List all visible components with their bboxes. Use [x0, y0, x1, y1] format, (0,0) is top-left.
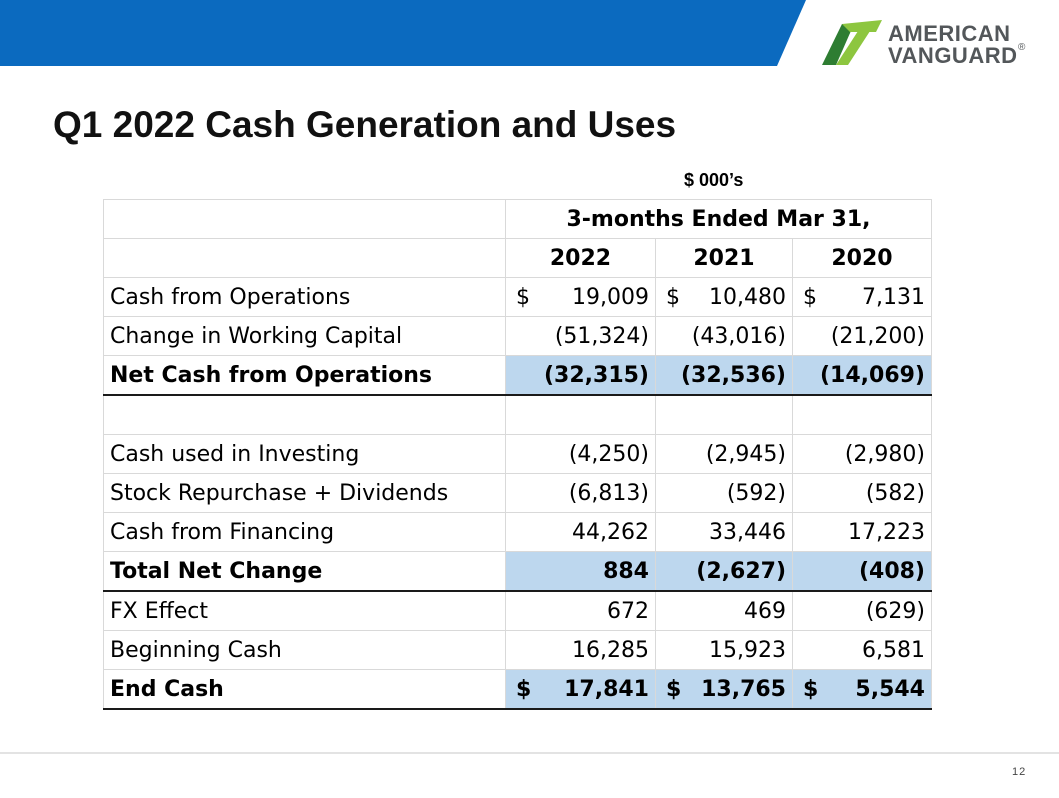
cell-value [655, 394, 793, 435]
cell-value: (4,250) [505, 434, 656, 474]
footer-divider [0, 752, 1059, 754]
currency-symbol: $ [666, 676, 682, 702]
cell-value: 15,923 [655, 630, 793, 670]
header-row-years: 2022 2021 2020 [103, 238, 932, 278]
page-number: 12 [1012, 766, 1027, 778]
cell-value: 5,544 [855, 676, 925, 702]
cell-value: (582) [792, 473, 932, 513]
year-header: 2022 [505, 238, 656, 278]
cell-value: (32,315) [505, 355, 656, 396]
cell-value: (592) [655, 473, 793, 513]
logo-text-american: AMERICAN [888, 21, 1011, 46]
currency-symbol: $ [516, 284, 530, 310]
cell-value: 884 [505, 551, 656, 592]
cell-value: (2,627) [655, 551, 793, 592]
row-label: Beginning Cash [103, 630, 506, 670]
units-label: $ 000’s [684, 170, 744, 190]
table-row: Change in Working Capital (51,324) (43,0… [103, 316, 932, 356]
value-cell: $19,009 [505, 277, 656, 317]
cell-value: (408) [792, 551, 932, 592]
cell-value: 17,223 [792, 512, 932, 552]
cell-value: 7,131 [862, 284, 925, 310]
cell-value: (51,324) [505, 316, 656, 356]
row-label: FX Effect [103, 590, 506, 631]
currency-symbol: $ [803, 676, 819, 702]
table-row: Cash used in Investing (4,250) (2,945) (… [103, 434, 932, 474]
value-cell: $10,480 [655, 277, 793, 317]
row-label: End Cash [103, 669, 506, 710]
row-label: Net Cash from Operations [103, 355, 506, 396]
value-cell: $13,765 [655, 669, 793, 710]
row-label: Change in Working Capital [103, 316, 506, 356]
cell-value: 10,480 [709, 284, 786, 310]
logo-text-vanguard: VANGUARD [888, 43, 1018, 68]
header-row-period: 3-months Ended Mar 31, [103, 199, 932, 239]
cell-value: (629) [792, 590, 932, 631]
cell-value: 16,285 [505, 630, 656, 670]
period-header: 3-months Ended Mar 31, [505, 199, 932, 239]
currency-symbol: $ [666, 284, 680, 310]
cell-value: 469 [655, 590, 793, 631]
year-header: 2021 [655, 238, 793, 278]
header-blank [103, 199, 506, 239]
cell-value: 6,581 [792, 630, 932, 670]
cell-value: (32,536) [655, 355, 793, 396]
cash-table: 3-months Ended Mar 31, 2022 2021 2020 Ca… [103, 199, 932, 710]
cell-value: (2,945) [655, 434, 793, 474]
table-row: Cash from Financing 44,262 33,446 17,223 [103, 512, 932, 552]
cell-value: 17,841 [564, 676, 649, 702]
american-vanguard-logo-mark [822, 20, 882, 65]
table-row: Stock Repurchase + Dividends (6,813) (59… [103, 473, 932, 513]
table-row: FX Effect 672 469 (629) [103, 590, 932, 631]
cell-value: (14,069) [792, 355, 932, 396]
cell-value [505, 394, 656, 435]
page-title: Q1 2022 Cash Generation and Uses [53, 104, 677, 145]
row-label: Stock Repurchase + Dividends [103, 473, 506, 513]
currency-symbol: $ [516, 676, 532, 702]
registered-mark: ® [1018, 42, 1026, 53]
row-label [103, 394, 506, 435]
cell-value: 672 [505, 590, 656, 631]
cell-value [792, 394, 932, 435]
row-label: Cash used in Investing [103, 434, 506, 474]
header-banner [0, 0, 806, 66]
value-cell: $5,544 [792, 669, 932, 710]
row-label: Cash from Operations [103, 277, 506, 317]
row-label: Cash from Financing [103, 512, 506, 552]
year-header: 2020 [792, 238, 932, 278]
cell-value: (2,980) [792, 434, 932, 474]
table-row-total: End Cash $17,841 $13,765 $5,544 [103, 669, 932, 710]
header-blank [103, 238, 506, 278]
value-cell: $17,841 [505, 669, 656, 710]
cell-value: 33,446 [655, 512, 793, 552]
table-row-subtotal: Net Cash from Operations (32,315) (32,53… [103, 355, 932, 396]
cell-value: (43,016) [655, 316, 793, 356]
cell-value: 13,765 [701, 676, 786, 702]
cell-value: (6,813) [505, 473, 656, 513]
table-row-spacer [103, 394, 932, 435]
cell-value: 44,262 [505, 512, 656, 552]
currency-symbol: $ [803, 284, 817, 310]
row-label: Total Net Change [103, 551, 506, 592]
table-row-subtotal: Total Net Change 884 (2,627) (408) [103, 551, 932, 592]
cell-value: (21,200) [792, 316, 932, 356]
cell-value: 19,009 [572, 284, 649, 310]
value-cell: $7,131 [792, 277, 932, 317]
table-row: Cash from Operations $19,009 $10,480 $7,… [103, 277, 932, 317]
table-row: Beginning Cash 16,285 15,923 6,581 [103, 630, 932, 670]
